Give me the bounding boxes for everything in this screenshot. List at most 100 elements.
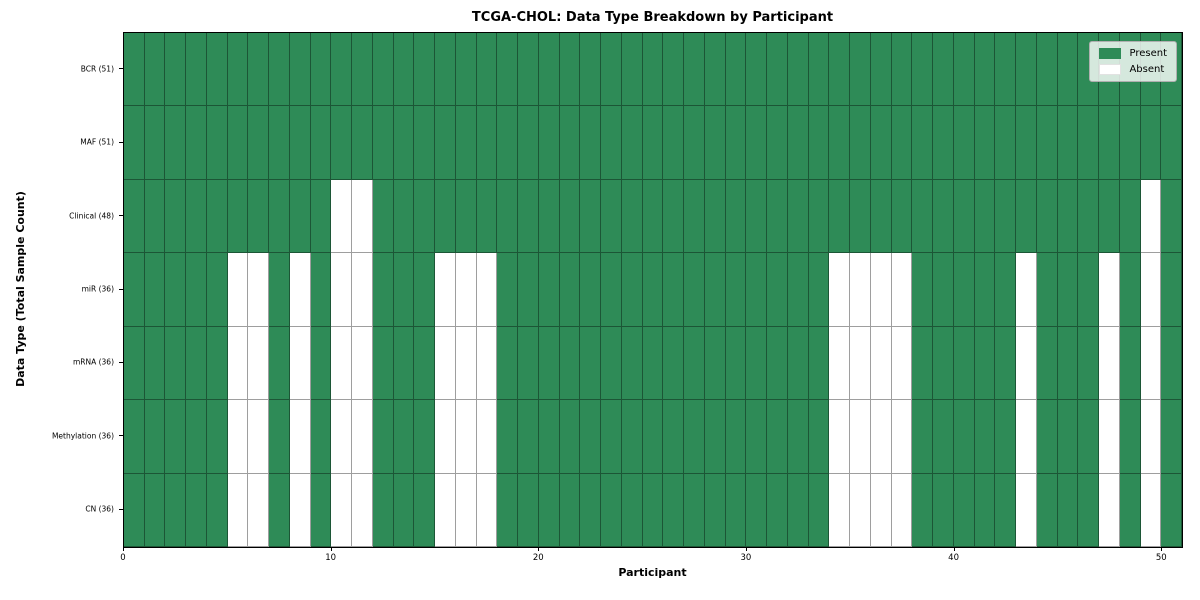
cell-present [912, 473, 934, 547]
cell-absent [289, 253, 311, 327]
cell-present [787, 33, 809, 107]
cell-present [912, 106, 934, 180]
y-tick-mark [119, 215, 123, 217]
cell-present [953, 179, 975, 254]
cell-present [642, 253, 664, 327]
cell-present [227, 106, 249, 180]
cell-present [186, 326, 207, 401]
cell-present [144, 473, 166, 547]
cell-absent [227, 400, 249, 474]
cell-absent [1140, 400, 1162, 474]
cell-present [1078, 253, 1100, 327]
cell-present [352, 33, 373, 107]
x-tick-label: 40 [948, 553, 959, 563]
cell-present [1016, 179, 1037, 254]
cell-present [580, 33, 602, 107]
cell-present [414, 473, 436, 547]
y-tick-mark [119, 361, 123, 363]
cell-present [538, 253, 560, 327]
cell-present [1057, 33, 1079, 107]
cell-present [165, 473, 187, 547]
cell-present [974, 253, 996, 327]
cell-present [912, 253, 934, 327]
cell-present [746, 179, 768, 254]
cell-present [435, 33, 456, 107]
cell-absent [829, 326, 851, 401]
cell-present [1078, 106, 1100, 180]
cell-present [206, 179, 228, 254]
cell-present [393, 473, 415, 547]
cell-present [663, 33, 685, 107]
cell-absent [289, 326, 311, 401]
cell-present [995, 179, 1017, 254]
cell-present [621, 253, 643, 327]
cell-present [767, 33, 788, 107]
cell-present [497, 179, 519, 254]
cell-present [414, 179, 436, 254]
cell-present [621, 33, 643, 107]
cell-present [787, 326, 809, 401]
y-tick-label: miR (36) [81, 284, 114, 294]
cell-present [808, 326, 830, 401]
cell-present [124, 179, 145, 254]
cell-absent [455, 253, 477, 327]
cell-present [331, 106, 353, 180]
cell-absent [850, 400, 871, 474]
cell-present [912, 179, 934, 254]
cell-present [1119, 326, 1141, 401]
y-tick-mark [119, 508, 123, 510]
y-tick-mark [119, 141, 123, 143]
cell-absent [870, 326, 892, 401]
cell-present [995, 326, 1017, 401]
y-tick-mark [119, 435, 123, 437]
cell-present [393, 179, 415, 254]
cell-absent [1099, 326, 1120, 401]
cell-absent [1140, 473, 1162, 547]
cell-present [684, 473, 705, 547]
cell-present [455, 106, 477, 180]
cell-present [580, 253, 602, 327]
cell-present [165, 253, 187, 327]
cell-present [497, 326, 519, 401]
cell-absent [227, 253, 249, 327]
cell-present [995, 400, 1017, 474]
x-tick-label: 0 [120, 553, 126, 563]
cell-present [1057, 473, 1079, 547]
cell-present [165, 400, 187, 474]
absent-swatch-icon [1099, 64, 1122, 75]
cell-absent [1099, 473, 1120, 547]
cell-present [497, 473, 519, 547]
cell-present [787, 179, 809, 254]
cell-present [144, 106, 166, 180]
cell-present [144, 33, 166, 107]
cell-present [933, 326, 954, 401]
cell-present [1036, 326, 1058, 401]
cell-absent [476, 400, 498, 474]
cell-present [497, 106, 519, 180]
cell-absent [1140, 253, 1162, 327]
cell-absent [870, 400, 892, 474]
cell-present [124, 400, 145, 474]
cell-present [870, 106, 892, 180]
cell-present [1036, 106, 1058, 180]
cell-present [227, 33, 249, 107]
cell-present [601, 473, 622, 547]
cell-present [704, 33, 726, 107]
cell-absent [248, 473, 270, 547]
cell-present [289, 106, 311, 180]
cell-present [974, 400, 996, 474]
cell-present [1057, 106, 1079, 180]
cell-absent [1099, 253, 1120, 327]
cell-absent [435, 400, 456, 474]
heatmap-row [124, 400, 1182, 474]
cell-present [850, 179, 871, 254]
cell-present [1036, 179, 1058, 254]
cell-present [206, 400, 228, 474]
cell-present [310, 33, 332, 107]
cell-present [269, 179, 290, 254]
cell-present [144, 179, 166, 254]
cell-present [974, 326, 996, 401]
cell-absent [1140, 326, 1162, 401]
cell-absent [331, 473, 353, 547]
cell-absent [850, 253, 871, 327]
